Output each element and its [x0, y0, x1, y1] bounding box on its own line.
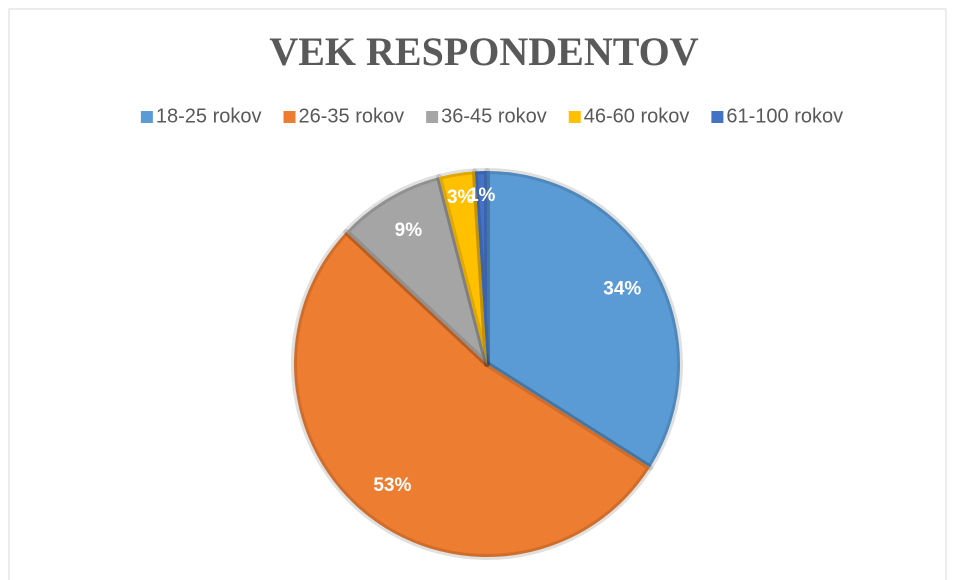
data-label: 9%	[395, 220, 423, 241]
data-label: 53%	[373, 475, 411, 496]
pie-slice	[484, 168, 683, 471]
pie-slice	[471, 168, 490, 367]
pie-slice	[436, 168, 490, 367]
legend-swatch	[283, 111, 296, 123]
legend-swatch	[426, 111, 439, 123]
legend-label: 46-60 rokov	[584, 105, 690, 127]
data-label: 34%	[603, 279, 641, 300]
legend-label: 18-25 rokov	[156, 105, 262, 127]
legend-label: 26-35 rokov	[299, 105, 405, 127]
chart-title: VEK RESPONDENTOV	[269, 29, 698, 74]
legend: 18-25 rokov 26-35 rokov 36-45 rokov 46-60 r…	[140, 105, 843, 127]
legend-swatch	[711, 111, 724, 123]
legend-label: 61-100 rokov	[726, 105, 843, 127]
legend-label: 36-45 rokov	[441, 105, 547, 127]
pie-slice	[343, 174, 490, 367]
legend-swatch	[568, 111, 581, 123]
data-label: 3%	[447, 187, 475, 208]
legend-swatch	[140, 111, 153, 123]
data-label: 1%	[468, 185, 496, 206]
pie-slice	[291, 228, 653, 560]
